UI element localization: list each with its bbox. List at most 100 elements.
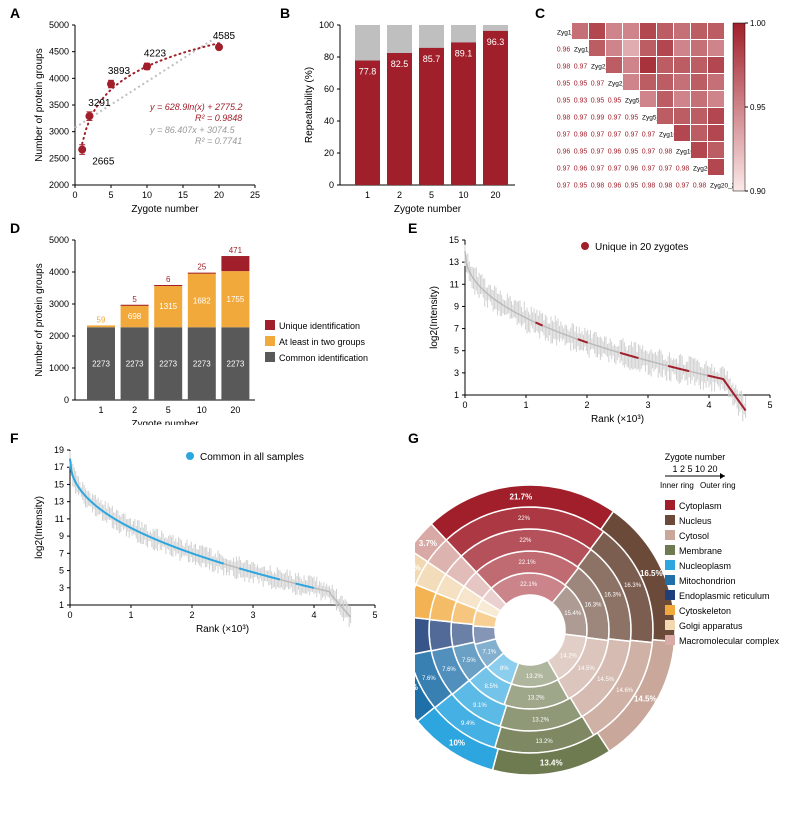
svg-text:0.95: 0.95	[557, 81, 571, 88]
svg-text:0.98: 0.98	[642, 183, 656, 190]
svg-text:Rank (×10³): Rank (×10³)	[591, 414, 644, 425]
svg-text:Cytoskeleton: Cytoskeleton	[679, 606, 731, 616]
svg-text:25: 25	[250, 190, 260, 200]
svg-text:Nucleus: Nucleus	[679, 516, 712, 526]
svg-text:5: 5	[429, 190, 434, 200]
svg-text:0.95: 0.95	[557, 98, 571, 105]
svg-text:At least in two groups: At least in two groups	[279, 337, 366, 347]
svg-text:0: 0	[329, 180, 334, 190]
svg-text:Unique identification: Unique identification	[279, 321, 360, 331]
svg-text:11: 11	[55, 514, 64, 524]
svg-text:5: 5	[132, 295, 137, 304]
svg-text:77.8: 77.8	[359, 67, 377, 77]
svg-text:7.6%: 7.6%	[442, 667, 456, 673]
svg-text:Cytosol: Cytosol	[679, 531, 709, 541]
svg-text:2000: 2000	[49, 331, 69, 341]
svg-text:5000: 5000	[49, 20, 69, 30]
svg-text:7.1%: 7.1%	[482, 649, 496, 655]
svg-text:0.95: 0.95	[574, 149, 588, 156]
svg-text:0.97: 0.97	[608, 132, 622, 139]
svg-text:20: 20	[324, 148, 334, 158]
panel-d-label: D	[10, 220, 20, 236]
svg-text:0.98: 0.98	[557, 115, 571, 122]
svg-text:0.95: 0.95	[625, 149, 639, 156]
svg-text:3291: 3291	[88, 98, 111, 109]
svg-text:698: 698	[128, 312, 142, 321]
svg-text:0.98: 0.98	[574, 132, 588, 139]
svg-text:Macromolecular complex: Macromolecular complex	[679, 636, 780, 646]
svg-text:0.96: 0.96	[557, 149, 571, 156]
svg-text:Common identification: Common identification	[279, 353, 368, 363]
svg-text:0.97: 0.97	[591, 81, 605, 88]
svg-text:6: 6	[166, 275, 171, 284]
svg-text:15: 15	[54, 479, 64, 489]
svg-text:85.7: 85.7	[423, 54, 441, 64]
svg-text:1 2 5 10 20: 1 2 5 10 20	[672, 464, 717, 474]
svg-text:7: 7	[454, 324, 459, 334]
svg-text:0.97: 0.97	[608, 166, 622, 173]
svg-text:0: 0	[64, 395, 69, 405]
svg-text:8%: 8%	[500, 666, 509, 672]
svg-text:3: 3	[59, 583, 64, 593]
svg-text:2665: 2665	[92, 157, 115, 168]
svg-text:7: 7	[59, 548, 64, 558]
svg-text:14.5%: 14.5%	[597, 677, 615, 683]
svg-text:0.97: 0.97	[642, 149, 656, 156]
svg-text:Repeatability (%): Repeatability (%)	[304, 67, 315, 143]
svg-text:0: 0	[462, 400, 467, 410]
svg-text:13.4%: 13.4%	[540, 758, 563, 767]
svg-text:2: 2	[397, 190, 402, 200]
svg-text:2: 2	[132, 405, 137, 415]
svg-text:3893: 3893	[108, 66, 131, 77]
svg-text:Cytoplasm: Cytoplasm	[679, 501, 722, 511]
svg-text:Zyg20_2: Zyg20_2	[710, 183, 736, 190]
panel-c: Zyg1_10.96Zyg1_20.980.97Zyg2_10.950.950.…	[550, 15, 780, 215]
svg-text:100: 100	[319, 20, 334, 30]
svg-text:0.99: 0.99	[591, 115, 605, 122]
svg-text:5: 5	[59, 566, 64, 576]
svg-text:Nucleoplasm: Nucleoplasm	[679, 561, 731, 571]
svg-text:0.93: 0.93	[574, 98, 588, 105]
svg-text:0.97: 0.97	[574, 64, 588, 71]
svg-text:10: 10	[197, 405, 207, 415]
svg-text:2273: 2273	[159, 360, 177, 369]
svg-text:0.98: 0.98	[557, 64, 571, 71]
svg-text:5000: 5000	[49, 235, 69, 245]
svg-text:0.96: 0.96	[574, 166, 588, 173]
panel-a: 2000250030003500400045005000051015202526…	[30, 15, 265, 215]
svg-text:1: 1	[454, 390, 459, 400]
svg-text:0.98: 0.98	[591, 183, 605, 190]
svg-text:Outer ring: Outer ring	[700, 481, 736, 490]
panel-e-label: E	[408, 220, 417, 236]
svg-text:5: 5	[166, 405, 171, 415]
svg-text:Number of protein groups: Number of protein groups	[34, 263, 45, 376]
panel-c-label: C	[535, 5, 545, 21]
svg-text:13.2%: 13.2%	[527, 696, 545, 702]
svg-text:Endoplasmic reticulum: Endoplasmic reticulum	[679, 591, 770, 601]
svg-text:10%: 10%	[449, 738, 465, 747]
panel-e: 13579111315012345Unique in 20 zygotesRan…	[425, 230, 780, 425]
svg-text:13.2%: 13.2%	[526, 674, 544, 680]
svg-text:0.97: 0.97	[557, 132, 571, 139]
svg-text:0.98: 0.98	[676, 166, 690, 173]
svg-text:1682: 1682	[193, 296, 211, 305]
svg-text:0.97: 0.97	[591, 132, 605, 139]
panel-b: 02040608010077.8182.5285.7589.11096.320Z…	[300, 15, 525, 215]
svg-text:0.95: 0.95	[574, 81, 588, 88]
svg-text:y = 628.9ln(x) + 2775.2: y = 628.9ln(x) + 2775.2	[149, 102, 243, 112]
svg-text:9.1%: 9.1%	[473, 703, 487, 709]
svg-text:2273: 2273	[126, 360, 144, 369]
svg-text:2000: 2000	[49, 180, 69, 190]
svg-text:11: 11	[450, 279, 459, 289]
svg-text:13.2%: 13.2%	[532, 717, 550, 723]
svg-text:2: 2	[189, 610, 194, 620]
panel-a-label: A	[10, 5, 20, 21]
svg-text:0.96: 0.96	[608, 149, 622, 156]
svg-text:0.97: 0.97	[608, 115, 622, 122]
svg-text:3000: 3000	[49, 299, 69, 309]
svg-text:22.1%: 22.1%	[519, 560, 537, 566]
svg-text:15: 15	[178, 190, 188, 200]
svg-text:0.96: 0.96	[625, 166, 639, 173]
svg-text:0.97: 0.97	[659, 166, 673, 173]
svg-text:2273: 2273	[227, 360, 245, 369]
